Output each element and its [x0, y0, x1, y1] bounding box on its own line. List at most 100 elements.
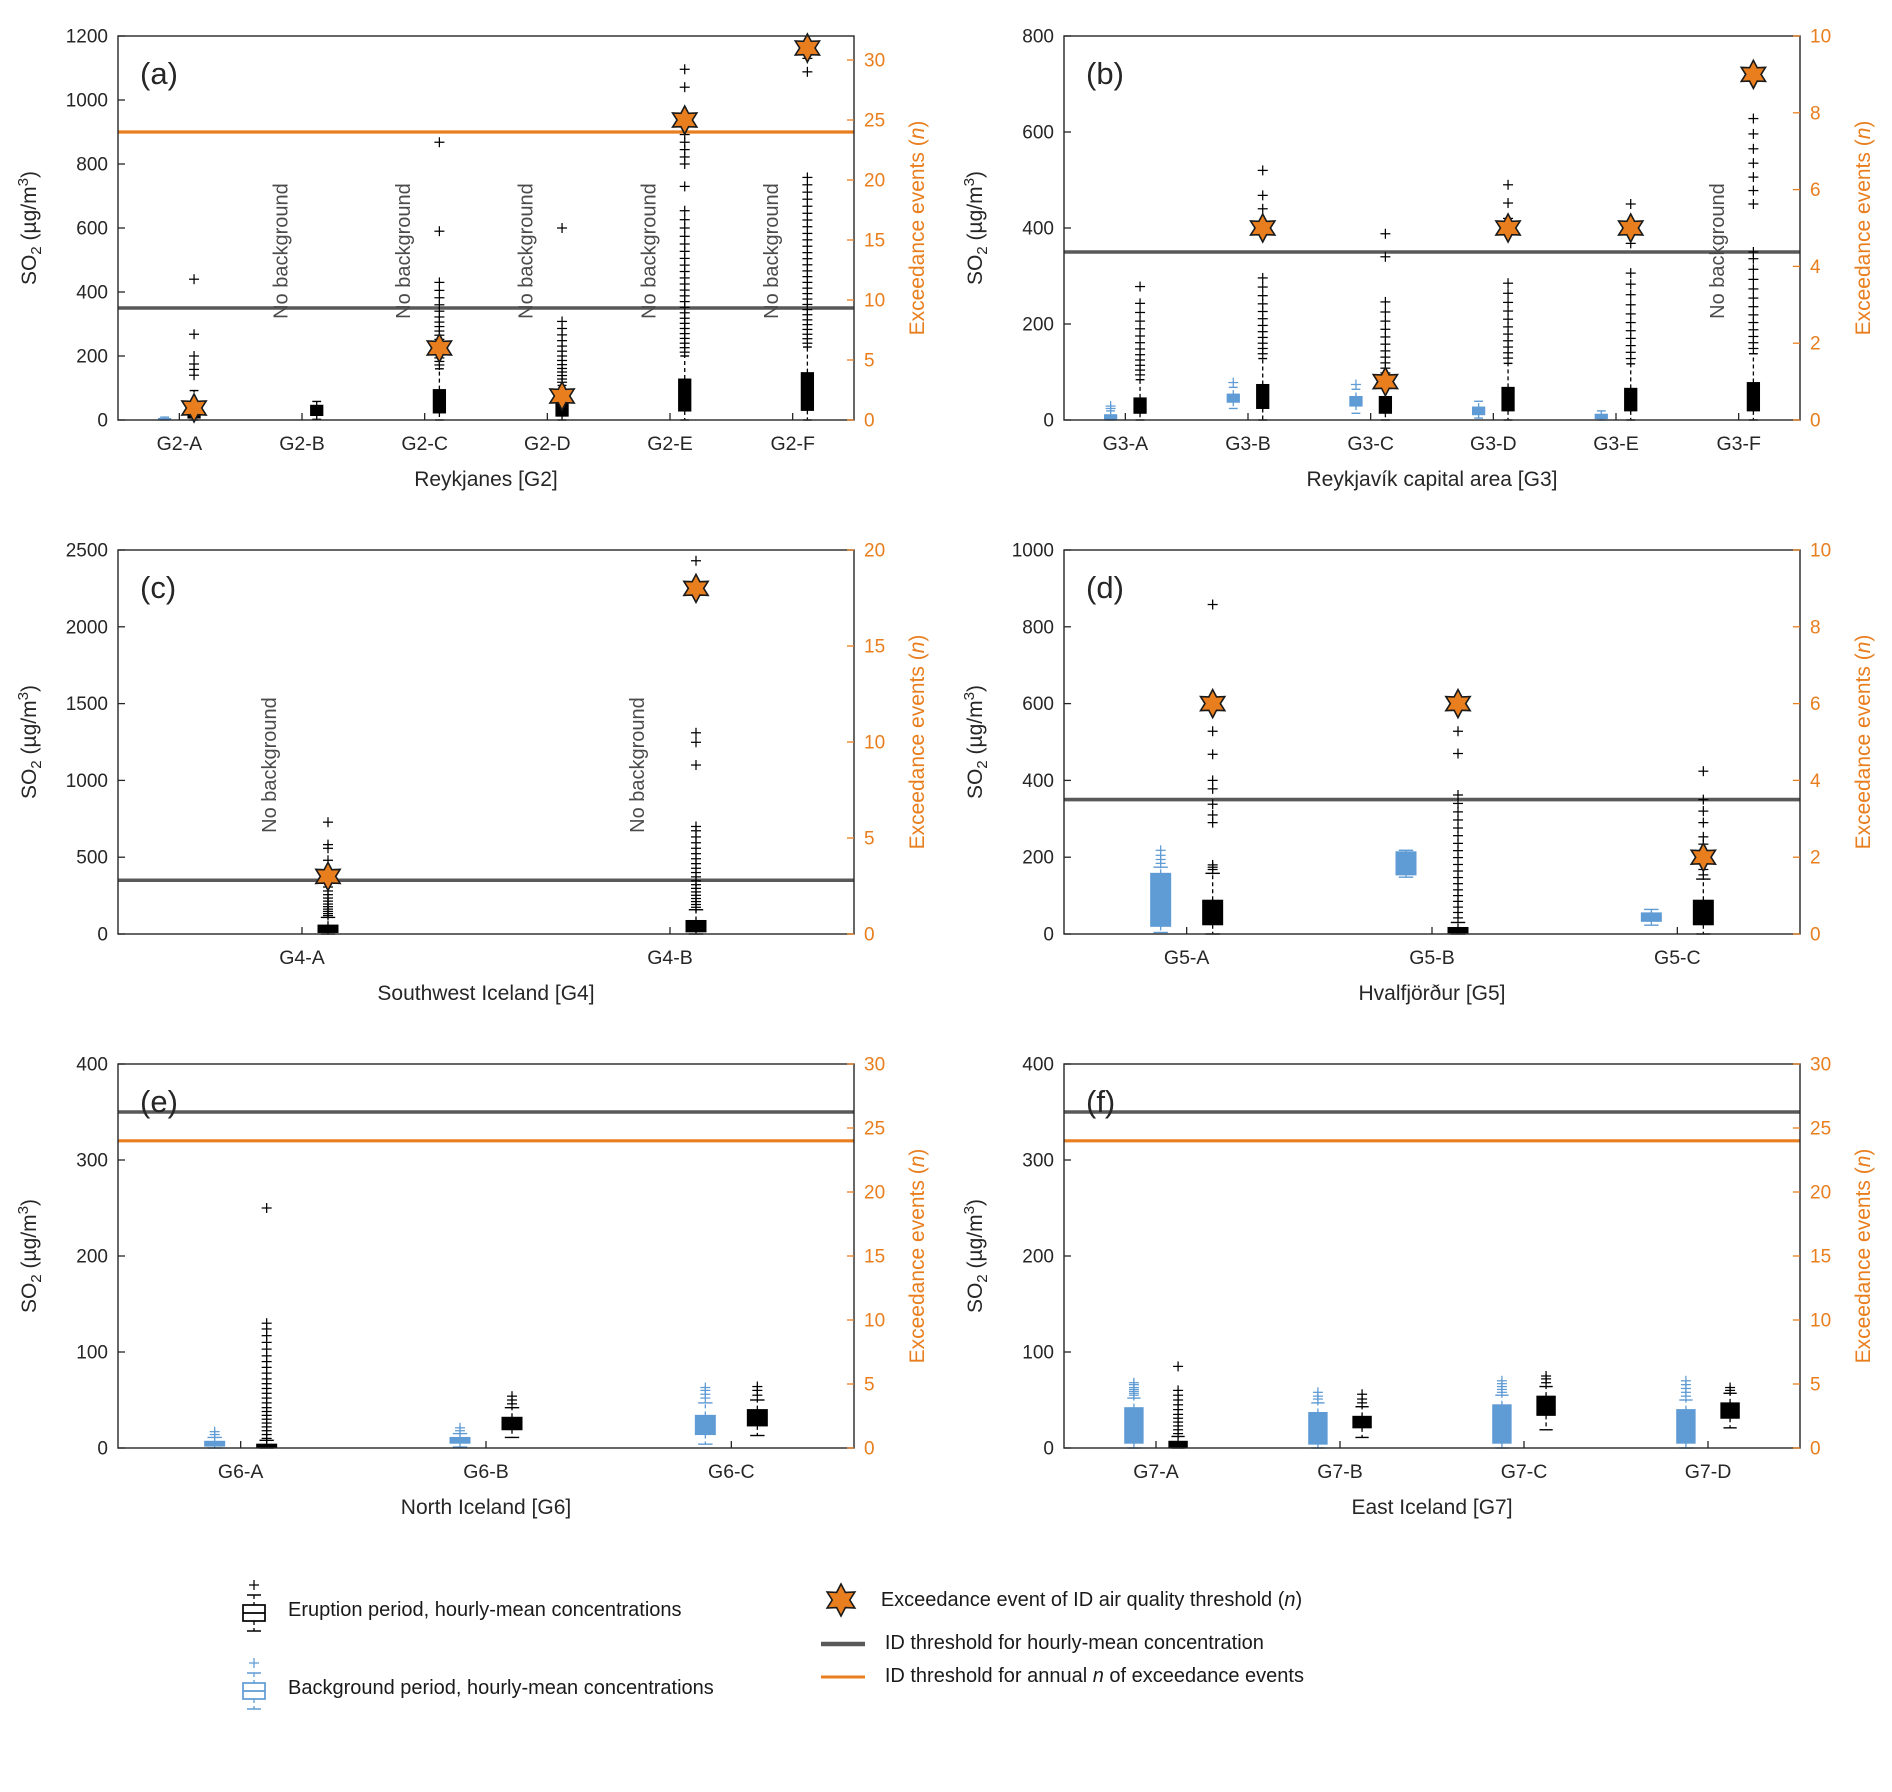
panel-d-chart: 0 200 400 600 800 1000 0 2 4 6 8 10 G5-A G5-B G5-C Hval… [961, 541, 1875, 1006]
group-G5-B [1395, 726, 1469, 935]
x-tick-label: G2-A [157, 433, 203, 455]
legend-item-exceedance-star: Exceedance event of ID air quality thres… [819, 1578, 1304, 1622]
legend-item-eruption: Eruption period, hourly-mean concentrati… [238, 1578, 714, 1642]
background-boxplot-icon [242, 1658, 266, 1710]
panel-a-chart: No background No background No background N… [15, 27, 929, 492]
y-left-tick-label: 0 [97, 1439, 108, 1460]
x-tick-label: G2-C [401, 433, 448, 455]
x-tick-label: G2-F [770, 433, 815, 455]
y-left-tick-label: 1500 [66, 694, 108, 715]
legend: Eruption period, hourly-mean concentrati… [238, 1578, 1892, 1720]
x-tick-label: G5-A [1164, 947, 1210, 969]
exceedance-star-marker [1444, 687, 1472, 720]
y-right-axis-label: Exceedance events (n) [906, 121, 929, 336]
exceedance-star-marker [548, 380, 576, 412]
no-background-label: No background [761, 183, 783, 319]
exceedance-star-marker [1494, 212, 1522, 244]
y-left-tick-label: 800 [1022, 617, 1054, 638]
group-G4-B: No background [627, 555, 707, 935]
x-tick-label: G6-C [708, 1461, 755, 1483]
exceedance-star-marker [1199, 687, 1227, 720]
y-left-tick-label: 600 [1022, 694, 1054, 715]
panel-letter: (b) [1086, 56, 1124, 91]
no-background-label: No background [627, 697, 649, 833]
y-left-tick-label: 100 [1022, 1343, 1054, 1364]
group-G7-D [1676, 1375, 1740, 1449]
no-background-label: No background [1707, 183, 1729, 319]
panel-c-chart: No background No background 0 500 1000 1500 20… [15, 541, 929, 1006]
group-G3-D [1471, 179, 1515, 421]
x-axis-label: Southwest Iceland [G4] [377, 982, 594, 1005]
y-right-tick-label: 2 [1810, 334, 1821, 355]
group-G3-A [1103, 281, 1147, 421]
x-tick-label: G7-C [1501, 1461, 1548, 1483]
no-background-label: No background [638, 183, 660, 319]
legend-item-gray-threshold: ID threshold for hourly-mean concentrati… [819, 1632, 1304, 1655]
x-axis-label: Reykjanes [G2] [414, 468, 558, 491]
axes-frame [1063, 549, 1801, 935]
x-tick-label: G2-D [524, 433, 571, 455]
panel-b-chart: No background 0 200 400 600 800 0 2 4 6 8 10 G3-A G3-… [961, 27, 1875, 492]
x-tick-label: G2-E [647, 433, 693, 455]
y-left-tick-label: 200 [1022, 848, 1054, 869]
group-G7-B [1308, 1387, 1372, 1449]
y-right-tick-label: 5 [1810, 1375, 1821, 1396]
x-tick-label: G4-B [647, 947, 693, 969]
y-left-axis-label: SO2 (µg/m3) [961, 1199, 991, 1313]
group-G6-A [204, 1203, 278, 1449]
y-right-tick-label: 0 [864, 1439, 875, 1460]
y-left-tick-label: 300 [76, 1151, 108, 1172]
legend-col-markers: Exceedance event of ID air quality thres… [819, 1578, 1304, 1688]
exceedance-star-marker [1249, 212, 1277, 244]
y-left-tick-label: 400 [1022, 771, 1054, 792]
y-left-tick-label: 600 [1022, 123, 1054, 144]
y-right-tick-label: 30 [864, 1055, 885, 1076]
group-G2-B: No background [270, 183, 324, 421]
x-axis-label: Reykjavík capital area [G3] [1307, 468, 1558, 491]
x-tick-label: G7-D [1685, 1461, 1732, 1483]
y-left-tick-label: 0 [97, 411, 108, 432]
x-tick-label: G3-B [1225, 433, 1271, 455]
legend-label-background: Background period, hourly-mean concentra… [288, 1676, 714, 1699]
group-G2-C: No background [393, 137, 447, 421]
x-tick-label: G7-B [1317, 1461, 1363, 1483]
x-tick-label: G3-D [1470, 433, 1517, 455]
y-right-tick-label: 20 [1810, 1183, 1831, 1204]
exceedance-star-glyph [825, 1582, 857, 1618]
no-background-label: No background [516, 183, 538, 319]
y-right-tick-label: 15 [864, 637, 885, 658]
y-left-tick-label: 200 [76, 1247, 108, 1268]
exceedance-star-marker [180, 392, 208, 424]
group-G7-C [1492, 1371, 1556, 1449]
y-right-tick-label: 30 [864, 51, 885, 72]
x-tick-label: G5-B [1409, 947, 1455, 969]
y-right-tick-label: 0 [1810, 411, 1821, 432]
y-right-tick-label: 20 [864, 171, 885, 192]
panel-f-chart: 0 100 200 300 400 0 5 10 15 20 25 30 G7-A G7-B G7-C G7-… [961, 1055, 1875, 1520]
y-right-tick-label: 10 [864, 291, 885, 312]
x-axis-label: Hvalfjörður [G5] [1358, 982, 1505, 1005]
legend-col-boxplots: Eruption period, hourly-mean concentrati… [238, 1578, 714, 1720]
group-G4-A: No background [259, 697, 339, 935]
legend-label-orange-threshold: ID threshold for annual n of exceedance … [884, 1665, 1304, 1687]
y-left-tick-label: 0 [1043, 925, 1054, 946]
y-left-tick-label: 500 [76, 848, 108, 869]
y-right-tick-label: 10 [864, 733, 885, 754]
y-left-tick-label: 100 [76, 1343, 108, 1364]
annual-threshold-line-icon [820, 1675, 865, 1678]
panel-letter: (c) [140, 570, 176, 605]
group-G5-A [1150, 599, 1224, 935]
y-left-axis-label: SO2 (µg/m3) [15, 1199, 45, 1313]
y-right-tick-label: 0 [864, 411, 875, 432]
exceedance-star-marker [425, 332, 454, 364]
y-right-tick-label: 4 [1810, 771, 1821, 792]
y-right-tick-label: 25 [1810, 1119, 1831, 1140]
y-right-tick-label: 25 [864, 1119, 885, 1140]
x-tick-label: G3-C [1347, 433, 1394, 455]
y-right-tick-label: 30 [1810, 1055, 1831, 1076]
group-G7-A [1124, 1361, 1188, 1449]
axes-frame [117, 549, 855, 935]
y-right-tick-label: 6 [1810, 180, 1821, 201]
x-tick-label: G2-B [279, 433, 325, 455]
